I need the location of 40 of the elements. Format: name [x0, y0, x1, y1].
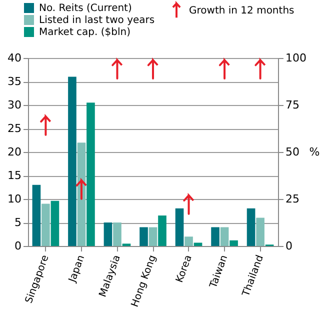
bar — [230, 240, 238, 246]
y2-tick-label: 0 — [286, 240, 292, 252]
bar — [68, 76, 76, 246]
bar — [158, 215, 166, 246]
y-tick-label: 35 — [8, 75, 22, 88]
bar — [246, 208, 256, 246]
y2-tick-label: 25 — [286, 192, 300, 206]
legend-label: Listed in last two years — [39, 15, 155, 26]
bar — [104, 222, 112, 246]
y-tick-label: 0 — [14, 240, 22, 252]
legend-label: Market cap. ($bln) — [39, 27, 131, 38]
x-tick-label: Japan — [66, 254, 88, 285]
bar — [148, 227, 158, 246]
y-tick-label: 40 — [8, 52, 22, 64]
x-tick-label: Korea — [174, 254, 194, 284]
bar — [194, 242, 202, 246]
y-tick-label: 10 — [8, 192, 22, 206]
y-tick-label: 25 — [8, 122, 22, 135]
y-tick-label: 30 — [8, 98, 22, 112]
y2-tick-label: 75 — [286, 98, 300, 112]
y-tick-label: 15 — [8, 169, 22, 182]
y2-tick-label: 100 — [286, 52, 306, 64]
y2-tick-label: 50 — [286, 146, 300, 158]
x-tick-label: Hong Kong — [130, 254, 159, 309]
bar — [50, 200, 60, 246]
bar — [211, 227, 220, 246]
bar — [86, 102, 95, 246]
y-tick-label: 5 — [14, 216, 22, 229]
bar — [256, 218, 264, 246]
y2-axis-title: % — [309, 146, 320, 158]
legend-label: No. Reits (Current) — [39, 3, 132, 14]
bar — [140, 227, 148, 246]
bar — [42, 204, 50, 246]
bar — [184, 236, 193, 246]
y-tick-label: 20 — [8, 146, 22, 158]
bar — [32, 184, 41, 246]
bar — [220, 227, 229, 246]
legend-label: Growth in 12 months — [189, 6, 294, 16]
bar — [175, 208, 184, 246]
bar — [113, 222, 122, 246]
